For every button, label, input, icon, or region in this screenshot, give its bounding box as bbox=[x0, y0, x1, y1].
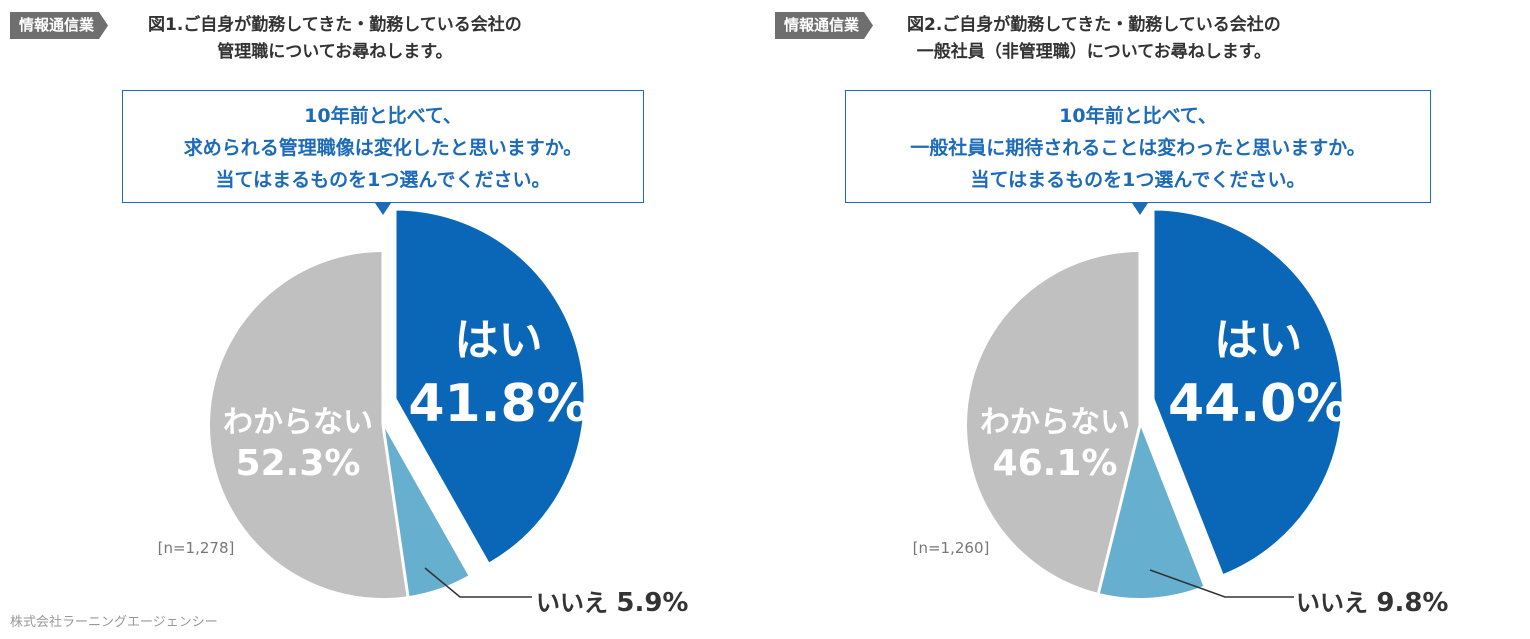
sample-size-label: [n=1,260] bbox=[913, 539, 990, 557]
footer-company: 株式会社ラーニングエージェンシー bbox=[10, 615, 218, 630]
pie-slice-no bbox=[383, 425, 469, 597]
pie-slice-no bbox=[1098, 425, 1204, 598]
pie-slice-unknown bbox=[209, 252, 408, 598]
value-no: 9.8% bbox=[1376, 588, 1448, 618]
label-no: いいえ 5.9% bbox=[536, 588, 688, 618]
label-no: いいえ 9.8% bbox=[1296, 588, 1448, 618]
pie-slice-yes bbox=[393, 207, 587, 567]
question-box: 10年前と比べて、 求められる管理職像は変化したと思いますか。 当てはまるものを… bbox=[122, 90, 644, 203]
pie-separator bbox=[1096, 424, 1142, 596]
leader-line-no bbox=[1149, 569, 1294, 598]
question-line: 当てはまるものを1つ選んでください。 bbox=[970, 169, 1306, 191]
question-line: 一般社員に期待されることは変わったと思いますか。 bbox=[910, 137, 1366, 159]
pie-slice-yes bbox=[1151, 207, 1345, 578]
question-box: 10年前と比べて、 一般社員に期待されることは変わったと思いますか。 当てはまる… bbox=[845, 90, 1431, 203]
figure-1-panel: 情報通信業 図1.ご自身が勤務してきた・勤務している会社の 管理職についてお尋ね… bbox=[10, 0, 688, 630]
question-line: 10年前と比べて、 bbox=[304, 105, 462, 127]
sample-size-label: [n=1,278] bbox=[158, 539, 235, 557]
value-unknown: 46.1% bbox=[993, 443, 1118, 484]
question-line: 10年前と比べて、 bbox=[1059, 105, 1217, 127]
figure-title: 図2.ご自身が勤務してきた・勤務している会社の 一般社員（非管理職）についてお尋… bbox=[907, 12, 1281, 66]
pie-slice-unknown bbox=[966, 252, 1140, 593]
value-unknown: 52.3% bbox=[236, 443, 361, 484]
label-yes: はい bbox=[455, 315, 543, 366]
question-pointer bbox=[1132, 203, 1148, 215]
industry-tag: 情報通信業 bbox=[10, 12, 108, 39]
figure-title-line1: 図2.ご自身が勤務してきた・勤務している会社の bbox=[907, 15, 1281, 35]
question-pointer bbox=[375, 203, 391, 215]
figure-title-line2: 管理職についてお尋ねします。 bbox=[217, 42, 453, 62]
value-no: 5.9% bbox=[616, 588, 688, 618]
label-yes: はい bbox=[1214, 315, 1302, 366]
figure-title-line1: 図1.ご自身が勤務してきた・勤務している会社の bbox=[148, 15, 522, 35]
value-yes: 44.0% bbox=[1168, 374, 1348, 434]
figure-2-panel: 情報通信業 図2.ご自身が勤務してきた・勤務している会社の 一般社員（非管理職）… bbox=[765, 0, 1530, 639]
label-unknown: わからない bbox=[980, 405, 1130, 440]
figure-title: 図1.ご自身が勤務してきた・勤務している会社の 管理職についてお尋ねします。 bbox=[148, 12, 522, 66]
label-unknown: わからない bbox=[223, 405, 373, 440]
pie-separator bbox=[381, 424, 410, 599]
question-line: 当てはまるものを1つ選んでください。 bbox=[215, 169, 551, 191]
industry-tag: 情報通信業 bbox=[775, 12, 873, 39]
figure-title-line2: 一般社員（非管理職）についてお尋ねします。 bbox=[916, 42, 1272, 62]
value-yes: 41.8% bbox=[408, 374, 588, 434]
leader-line-no bbox=[424, 567, 532, 598]
question-line: 求められる管理職像は変化したと思いますか。 bbox=[183, 137, 583, 159]
